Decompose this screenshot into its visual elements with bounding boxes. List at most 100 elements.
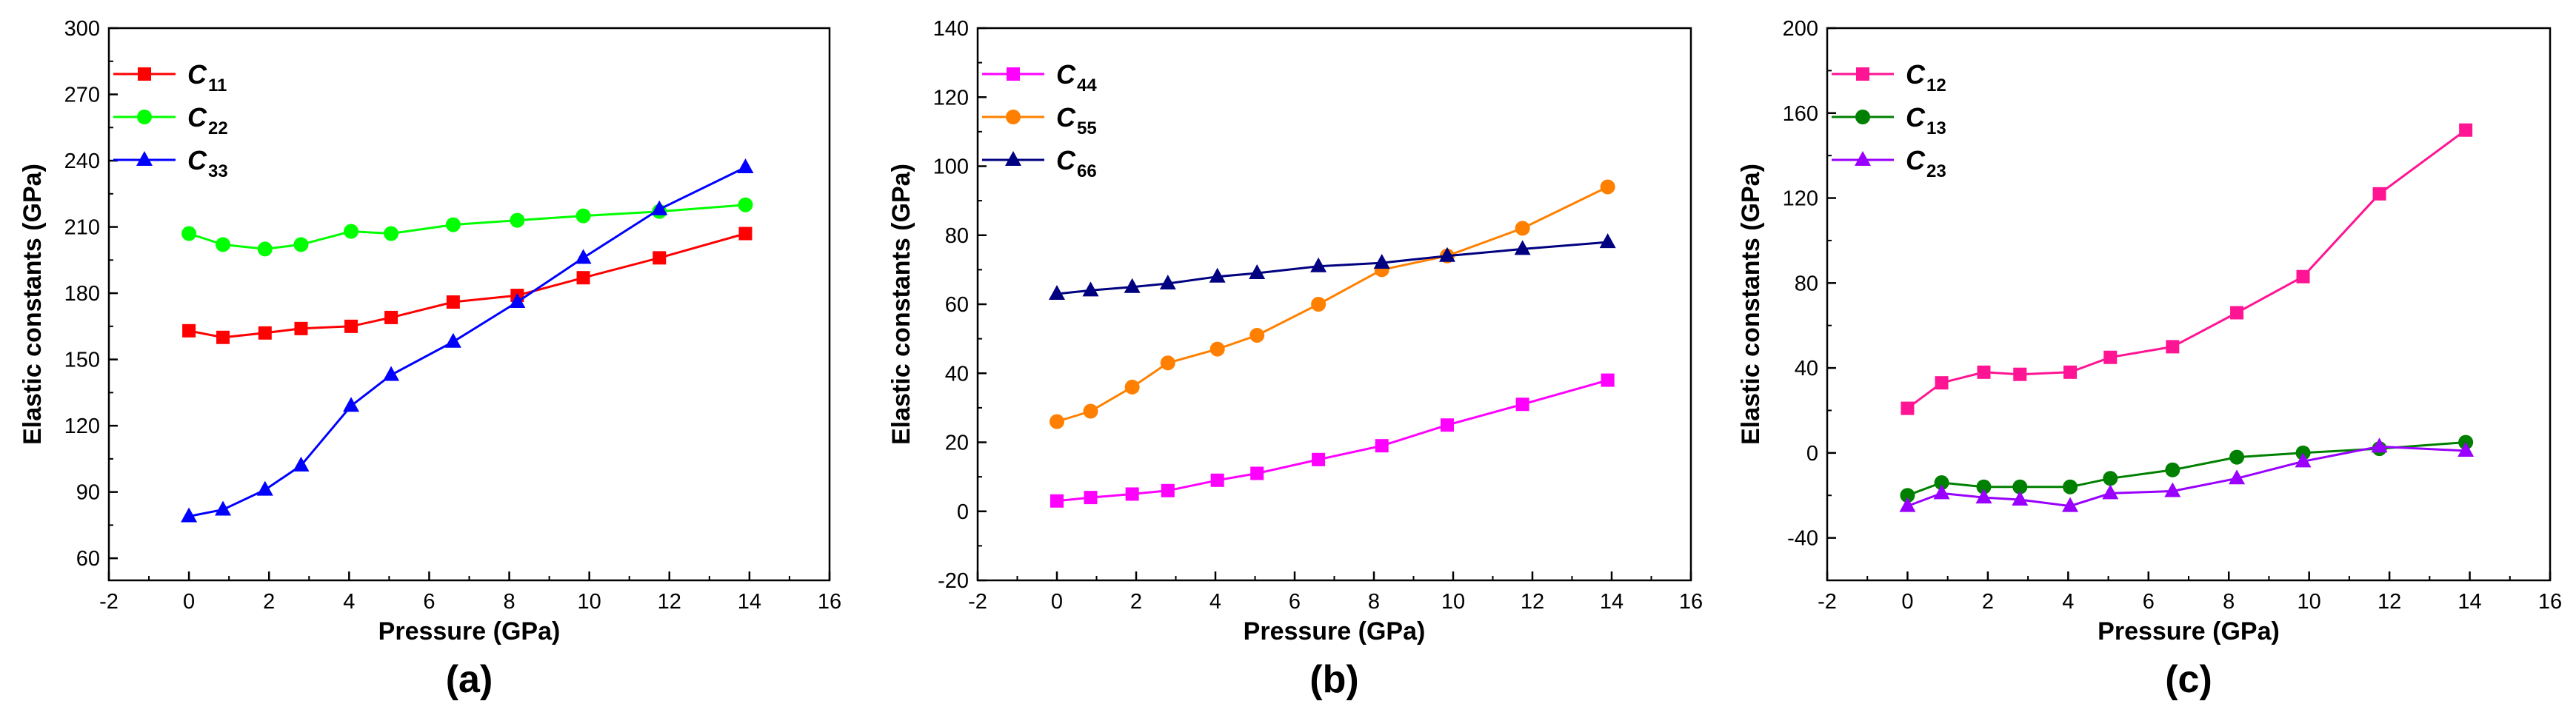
data-point-C22 bbox=[510, 212, 525, 228]
data-point-C22 bbox=[181, 226, 197, 241]
x-tick-label: 10 bbox=[2298, 590, 2321, 614]
data-point-C66 bbox=[1599, 233, 1616, 249]
legend-entry-C44: C44 bbox=[982, 59, 1097, 95]
y-tick-label: 150 bbox=[64, 349, 100, 372]
data-point-C33 bbox=[181, 507, 198, 523]
y-tick-label: 270 bbox=[64, 84, 100, 107]
y-tick-label: 210 bbox=[64, 216, 100, 240]
data-point-C22 bbox=[257, 241, 273, 257]
legend-entry-C23: C23 bbox=[1832, 145, 1946, 181]
chart-panel-3: -2 0 2 4 6 8 10 12 14 16 -40 0 40 80 120 160 200 Pressure… bbox=[1737, 17, 2562, 701]
legend-subscript: 12 bbox=[1926, 76, 1946, 95]
data-point-C33 bbox=[343, 397, 360, 412]
legend-entry-C22: C22 bbox=[113, 102, 228, 138]
series-C55 bbox=[1050, 179, 1615, 429]
series-C66 bbox=[1049, 233, 1616, 301]
data-point-C44 bbox=[1050, 494, 1064, 508]
data-point-C66 bbox=[1082, 281, 1099, 297]
x-tick-label: 12 bbox=[658, 590, 681, 614]
data-point-C55 bbox=[1249, 327, 1265, 343]
data-point-C22 bbox=[738, 197, 753, 212]
x-tick-label: 16 bbox=[818, 590, 841, 614]
y-tick-label: 300 bbox=[64, 17, 100, 41]
x-tick-label: 8 bbox=[1368, 590, 1380, 614]
data-point-C23 bbox=[2295, 452, 2312, 468]
x-tick-label: 8 bbox=[503, 590, 515, 614]
x-tick-label: 12 bbox=[2378, 590, 2401, 614]
legend-marker bbox=[1855, 151, 1871, 166]
legend-symbol: C bbox=[187, 145, 207, 175]
legend-label: C44 bbox=[1056, 59, 1097, 95]
data-point-C12 bbox=[2296, 269, 2310, 284]
chart-panel-2: -2 0 2 4 6 8 10 12 14 16-20020406080100120140Pres… bbox=[887, 17, 1703, 701]
legend-label: C11 bbox=[187, 59, 227, 95]
data-point-C11 bbox=[258, 326, 272, 340]
data-point-C22 bbox=[575, 208, 591, 224]
data-point-C55 bbox=[1160, 355, 1175, 371]
data-point-C33 bbox=[651, 200, 668, 215]
data-point-C22 bbox=[293, 237, 309, 252]
data-point-C12 bbox=[1977, 365, 1991, 379]
y-tick-label: 40 bbox=[945, 362, 969, 386]
data-point-C55 bbox=[1209, 341, 1225, 357]
y-tick-label: 180 bbox=[64, 282, 100, 306]
y-axis-title: Elastic constants (GPa) bbox=[19, 164, 47, 445]
x-axis-title: Pressure (GPa) bbox=[378, 617, 561, 645]
legend-subscript: 55 bbox=[1077, 118, 1097, 138]
legend-marker bbox=[138, 67, 151, 81]
y-tick-label: 80 bbox=[1795, 272, 1818, 295]
y-axis-title: Elastic constants (GPa) bbox=[887, 164, 915, 445]
panel-label: (c) bbox=[2165, 658, 2212, 701]
y-tick-label: 60 bbox=[945, 293, 969, 317]
y-axis-title: Elastic constants (GPa) bbox=[1737, 164, 1765, 445]
y-tick-label: 240 bbox=[64, 150, 100, 173]
data-point-C55 bbox=[1124, 379, 1140, 395]
data-point-C23 bbox=[2371, 437, 2388, 453]
x-tick-label: 10 bbox=[1441, 590, 1465, 614]
panel-label: (a) bbox=[446, 658, 493, 701]
y-tick-label: 20 bbox=[945, 432, 969, 455]
x-tick-label: 2 bbox=[263, 590, 275, 614]
x-tick-label: 4 bbox=[2062, 590, 2074, 614]
data-point-C66 bbox=[1249, 264, 1266, 280]
x-axis-title: Pressure (GPa) bbox=[1244, 617, 1426, 645]
x-tick-label: 0 bbox=[183, 590, 195, 614]
series-line-C33 bbox=[188, 166, 747, 517]
x-tick-label: 0 bbox=[1901, 590, 1913, 614]
data-point-C23 bbox=[2012, 490, 2029, 506]
y-tick-label: -20 bbox=[938, 569, 969, 593]
data-point-C11 bbox=[294, 321, 308, 335]
chart-panel-1: -2 0 2 4 6 8 10 12 14 16 60 90 120 150 180 210 240 270 300… bbox=[19, 17, 841, 701]
series-C11 bbox=[182, 227, 753, 344]
data-point-C44 bbox=[1125, 487, 1139, 501]
data-point-C13 bbox=[2012, 479, 2028, 494]
data-point-C33 bbox=[215, 500, 232, 516]
y-tick-label: 60 bbox=[76, 547, 100, 571]
data-point-C12 bbox=[2459, 123, 2473, 137]
data-point-C55 bbox=[1050, 414, 1064, 429]
series-C12 bbox=[1901, 123, 2473, 415]
x-tick-label: 2 bbox=[1982, 590, 1994, 614]
data-point-C23 bbox=[2457, 441, 2475, 457]
data-point-C33 bbox=[256, 480, 273, 496]
x-tick-label: -2 bbox=[1818, 590, 1837, 614]
data-point-C44 bbox=[1601, 373, 1615, 387]
data-point-C11 bbox=[182, 323, 196, 338]
legend-marker bbox=[1855, 110, 1870, 124]
data-point-C66 bbox=[1373, 254, 1390, 269]
y-tick-label: 80 bbox=[945, 224, 969, 248]
legend-symbol: C bbox=[187, 59, 207, 90]
y-tick-label: 160 bbox=[1783, 102, 1818, 126]
legend-entry-C13: C13 bbox=[1832, 102, 1946, 138]
data-point-C11 bbox=[576, 271, 590, 285]
data-point-C33 bbox=[575, 249, 592, 264]
data-point-C12 bbox=[2372, 187, 2386, 201]
data-point-C11 bbox=[384, 310, 398, 324]
legend-symbol: C bbox=[1056, 59, 1076, 90]
data-point-C13 bbox=[2229, 449, 2245, 465]
data-point-C13 bbox=[1900, 488, 1915, 503]
y-tick-label: 120 bbox=[1783, 187, 1818, 211]
data-point-C23 bbox=[2229, 469, 2246, 485]
data-point-C33 bbox=[737, 158, 754, 173]
